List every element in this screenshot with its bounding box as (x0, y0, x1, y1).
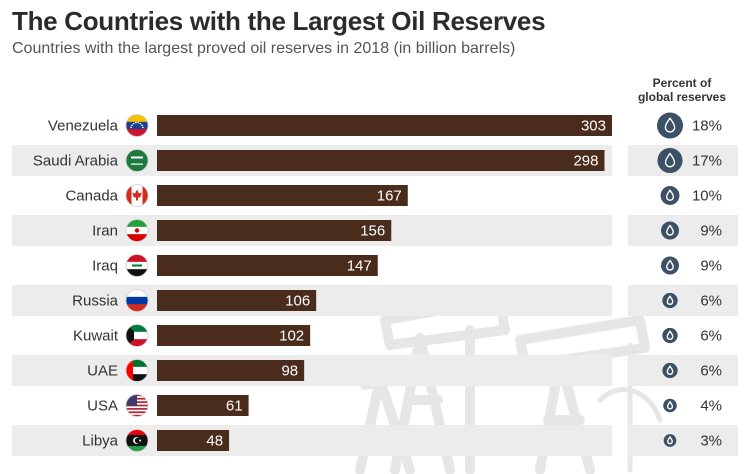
percent-header-line1: Percent of (652, 76, 712, 90)
bar-value-label: 156 (360, 223, 385, 240)
saudi-arabia-flag-icon (125, 149, 149, 172)
category-label: Iraq (92, 258, 118, 275)
percent-label: 6% (700, 328, 722, 345)
chart-subtitle: Countries with the largest proved oil re… (12, 40, 516, 57)
percent-label: 17% (692, 153, 722, 170)
row-band-percent (628, 355, 738, 386)
bar (157, 220, 392, 241)
percent-column-header: Percent of global reserves (626, 76, 738, 104)
percent-label: 9% (700, 258, 722, 275)
oil-drop-icon (662, 327, 678, 344)
oil-drop-icon (662, 362, 678, 379)
oil-drop-icon (661, 221, 679, 240)
percent-label: 3% (700, 433, 722, 450)
percent-label: 6% (700, 363, 722, 380)
chart-row: Russia 106 6% (12, 285, 738, 316)
bar-value-label: 147 (347, 258, 372, 275)
row-band-percent (628, 215, 738, 246)
bar (157, 185, 408, 206)
row-band-percent (628, 145, 738, 176)
bar (157, 360, 305, 381)
oil-drop-icon (657, 147, 683, 174)
oil-drop-icon (663, 398, 677, 413)
chart-row: Iraq 147 9% (92, 254, 722, 277)
iran-flag-icon (125, 219, 149, 242)
chart-row: UAE 98 6% (12, 355, 738, 386)
canada-flag-icon (125, 184, 149, 207)
libya-flag-icon (125, 429, 149, 452)
chart-row: Saudi Arabia 298 17% (12, 145, 738, 176)
category-label: Venezuela (48, 118, 119, 135)
uae-flag-icon (125, 359, 149, 382)
chart-row: Libya 48 3% (12, 425, 738, 456)
bar-value-label: 98 (281, 363, 298, 380)
category-label: Canada (65, 188, 118, 205)
bar (157, 150, 605, 171)
oil-drop-icon (662, 292, 678, 309)
bar (157, 395, 249, 416)
oil-drop-icon (657, 112, 683, 139)
chart-title: The Countries with the Largest Oil Reser… (12, 6, 546, 36)
percent-label: 10% (692, 188, 722, 205)
chart-row: Venezuela 303 18% (48, 112, 722, 139)
percent-label: 6% (700, 293, 722, 310)
bar-value-label: 167 (377, 188, 402, 205)
bar-value-label: 48 (206, 433, 223, 450)
category-label: Iran (92, 223, 118, 240)
oil-drop-icon (661, 256, 679, 275)
chart-row: Canada 167 10% (65, 184, 722, 207)
bar (157, 115, 612, 136)
row-band-percent (628, 425, 738, 456)
bar-value-label: 61 (226, 398, 243, 415)
category-label: Saudi Arabia (33, 153, 119, 170)
bar (157, 325, 311, 346)
category-label: Libya (82, 433, 119, 450)
category-label: Kuwait (73, 328, 119, 345)
bar-value-label: 102 (279, 328, 304, 345)
chart-row: Kuwait 102 6% (73, 324, 722, 347)
usa-flag-icon (125, 394, 149, 417)
row-band-percent (628, 285, 738, 316)
row-band (12, 355, 612, 386)
oil-drop-icon (663, 434, 677, 447)
chart-row: Iran 156 9% (12, 215, 738, 246)
kuwait-flag-icon (125, 324, 149, 347)
percent-label: 9% (700, 223, 722, 240)
bar-value-label: 298 (573, 153, 598, 170)
iraq-flag-icon (125, 254, 149, 277)
category-label: UAE (87, 363, 118, 380)
russia-flag-icon (125, 289, 149, 312)
bar (157, 290, 317, 311)
oil-drop-icon (660, 186, 680, 205)
chart-row: USA 61 4% (87, 394, 722, 417)
percent-header-line2: global reserves (637, 90, 727, 104)
bar-value-label: 303 (581, 118, 606, 135)
venezuela-flag-icon (125, 114, 149, 137)
category-label: USA (87, 398, 118, 415)
percent-label: 18% (692, 118, 722, 135)
row-band (12, 425, 612, 456)
category-label: Russia (72, 293, 119, 310)
bar (157, 255, 378, 276)
bar (157, 430, 230, 451)
percent-label: 4% (700, 398, 722, 415)
bar-value-label: 106 (285, 293, 310, 310)
